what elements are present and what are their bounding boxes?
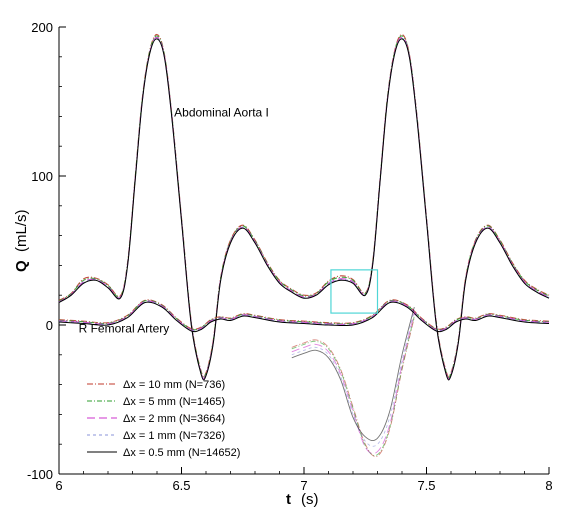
aorta-line-series-4 [58,38,550,381]
y-axis-title: Q [13,260,30,272]
x-tick-label-1: 6.5 [172,478,190,493]
y-tick-label-2: 100 [31,169,53,184]
y-tick-label-3: 200 [31,20,53,35]
x-tick-label-0: 6 [55,478,62,493]
x-tick-label-4: 8 [545,478,552,493]
inset-line-series-4 [291,306,415,441]
femoral-line-series-2 [58,300,550,331]
inset-line-series-3 [291,309,415,447]
aorta-series-group [58,33,550,381]
legend: Δx = 10 mm (N=736) Δx = 5 mm (N=1465) Δx =… [87,379,240,459]
femoral-line-series-4 [58,301,550,333]
legend-label-2: Δx = 2 mm (N=3664) [123,413,225,425]
inset-line-series-1 [291,315,415,457]
femoral-line-series-3 [58,301,550,332]
y-tick-label-0: -100 [27,467,53,482]
legend-label-1: Δx = 5 mm (N=1465) [123,396,225,408]
y-axis-unit: (mL/s) [13,210,30,253]
y-tick-label-1: 0 [46,318,53,333]
axis-ticks [58,26,550,475]
annotation-femoral-artery: R Femoral Artery [79,321,170,335]
x-axis-unit: (s) [301,491,319,508]
femoral-series-group [58,299,550,333]
axis-tick-labels: 6 6.5 7 7.5 8 -100 0 100 200 [27,20,553,493]
x-tick-label-2: 7 [300,478,307,493]
zoom-region-box [330,269,379,314]
inset-zoom-group [291,306,415,458]
inset-line-series-0 [291,317,415,458]
legend-label-4: Δx = 0.5 mm (N=14652) [123,447,240,459]
legend-label-3: Δx = 1 mm (N=7326) [123,430,225,442]
annotation-abdominal-aorta: Abdominal Aorta I [174,105,269,119]
femoral-line-series-0 [58,299,550,330]
legend-label-0: Δx = 10 mm (N=736) [123,379,225,391]
x-tick-label-3: 7.5 [417,478,435,493]
femoral-line-series-1 [58,299,550,331]
x-axis-title: t [286,491,291,508]
